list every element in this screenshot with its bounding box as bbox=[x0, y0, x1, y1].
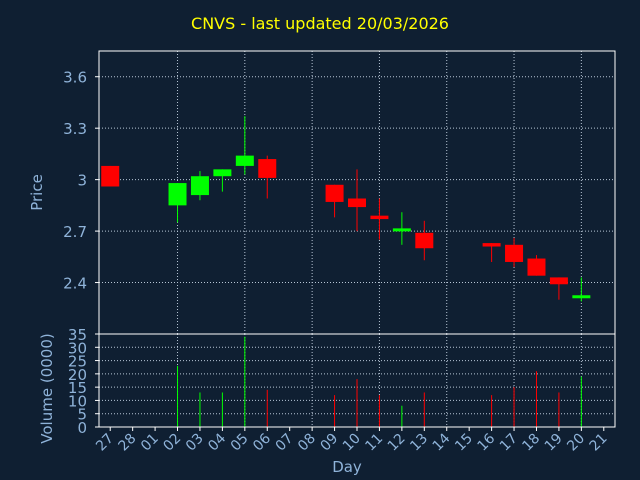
candle-13 bbox=[415, 220, 434, 261]
candle-body bbox=[370, 215, 389, 220]
candle-11 bbox=[370, 198, 389, 240]
x-tick-label: 13 bbox=[407, 431, 431, 455]
x-tick-label: 10 bbox=[340, 431, 364, 455]
volume-bars bbox=[177, 336, 582, 427]
x-tick-label: 09 bbox=[317, 431, 341, 455]
price-axis-label: Price bbox=[28, 174, 46, 211]
x-tick-label: 16 bbox=[475, 430, 499, 454]
candle-body bbox=[101, 165, 120, 187]
x-tick-label: 20 bbox=[564, 431, 588, 455]
price-tick-label: 2.7 bbox=[63, 223, 87, 241]
chart-title: CNVS - last updated 20/03/2026 bbox=[191, 14, 449, 33]
volume-tick-label: 5 bbox=[77, 406, 87, 424]
candle-19 bbox=[549, 277, 568, 300]
candle-body bbox=[190, 176, 209, 196]
candle-body bbox=[415, 232, 434, 249]
x-tick-label: 27 bbox=[93, 431, 117, 455]
volume-panel-frame bbox=[98, 333, 616, 428]
x-tick-label: 08 bbox=[295, 431, 319, 455]
candle-body bbox=[527, 258, 546, 276]
candle-body bbox=[168, 183, 187, 206]
price-tick-label: 3.6 bbox=[63, 69, 87, 87]
x-tick-label: 17 bbox=[497, 431, 521, 455]
x-tick-label: 05 bbox=[228, 431, 252, 455]
volume-tick-label: 0 bbox=[77, 419, 87, 437]
price-tick-label: 2.4 bbox=[63, 275, 87, 293]
candle-04 bbox=[213, 169, 232, 192]
price-tick-label: 3 bbox=[77, 172, 87, 190]
candle-12 bbox=[392, 212, 411, 245]
price-tick-label: 3.3 bbox=[63, 120, 87, 138]
x-tick-label: 21 bbox=[587, 431, 611, 455]
candle-body bbox=[549, 277, 568, 285]
x-tick-label: 18 bbox=[519, 431, 543, 455]
x-tick-label: 01 bbox=[138, 431, 162, 455]
x-tick-label: 06 bbox=[250, 430, 274, 454]
x-tick-label: 07 bbox=[273, 431, 297, 455]
volume-tick-label: 20 bbox=[68, 366, 87, 384]
x-tick-label: 02 bbox=[160, 431, 184, 455]
candle-10 bbox=[348, 169, 366, 232]
x-tick-label: 04 bbox=[205, 430, 229, 454]
candle-20 bbox=[572, 277, 591, 302]
x-axis-label: Day bbox=[332, 458, 362, 476]
x-tick-label: 14 bbox=[430, 430, 454, 454]
candle-02 bbox=[168, 183, 187, 223]
candle-17 bbox=[505, 237, 524, 268]
candle-body bbox=[572, 295, 591, 299]
x-tick-label: 12 bbox=[385, 431, 409, 455]
candle-body bbox=[505, 244, 524, 262]
x-tick-label: 19 bbox=[542, 431, 566, 455]
candle-body bbox=[482, 243, 501, 247]
candle-body bbox=[258, 159, 277, 178]
candle-body bbox=[235, 155, 254, 166]
candle-03 bbox=[190, 171, 209, 201]
x-tick-label: 11 bbox=[362, 431, 386, 455]
candle-16 bbox=[482, 243, 501, 262]
candle-body bbox=[348, 198, 366, 208]
candle-body bbox=[392, 228, 411, 232]
volume-axis-label: Volume (0000) bbox=[38, 333, 56, 443]
x-tick-label: 03 bbox=[183, 431, 207, 455]
x-tick-label: 15 bbox=[452, 431, 476, 455]
price-ticks: 3.6 3.3 3 2.7 2.4 bbox=[63, 69, 99, 293]
candle-body bbox=[213, 169, 232, 177]
x-tick-label: 28 bbox=[116, 431, 140, 455]
volume-tick-label: 10 bbox=[68, 392, 87, 410]
candle-18 bbox=[527, 255, 546, 276]
volume-tick-label: 25 bbox=[68, 353, 87, 371]
candles bbox=[101, 116, 591, 302]
candle-27 bbox=[101, 165, 120, 187]
volume-tick-label: 30 bbox=[68, 339, 87, 357]
candle-05 bbox=[235, 116, 254, 175]
volume-tick-label: 35 bbox=[68, 326, 87, 344]
volume-tick-label: 15 bbox=[68, 379, 87, 397]
x-ticks: 2728010203040506070809101112131415161718… bbox=[93, 427, 611, 455]
candle-09 bbox=[325, 184, 344, 218]
candle-06 bbox=[258, 155, 277, 199]
candle-body bbox=[325, 184, 344, 202]
